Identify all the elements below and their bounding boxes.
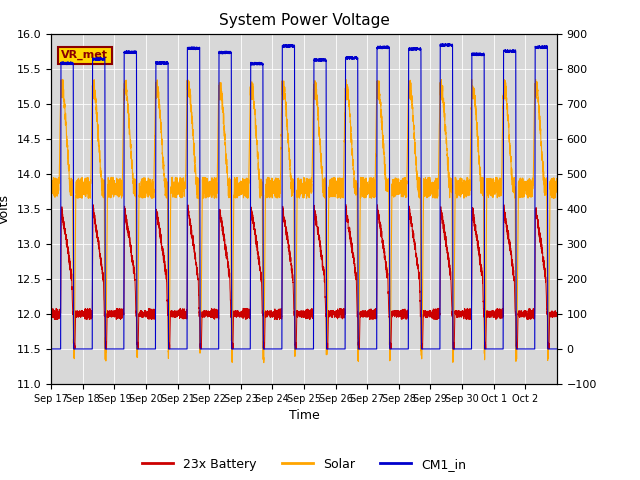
Text: VR_met: VR_met	[61, 50, 108, 60]
Legend: 23x Battery, Solar, CM1_in: 23x Battery, Solar, CM1_in	[137, 453, 471, 476]
Y-axis label: Volts: Volts	[0, 194, 11, 224]
Title: System Power Voltage: System Power Voltage	[219, 13, 389, 28]
X-axis label: Time: Time	[289, 409, 319, 422]
